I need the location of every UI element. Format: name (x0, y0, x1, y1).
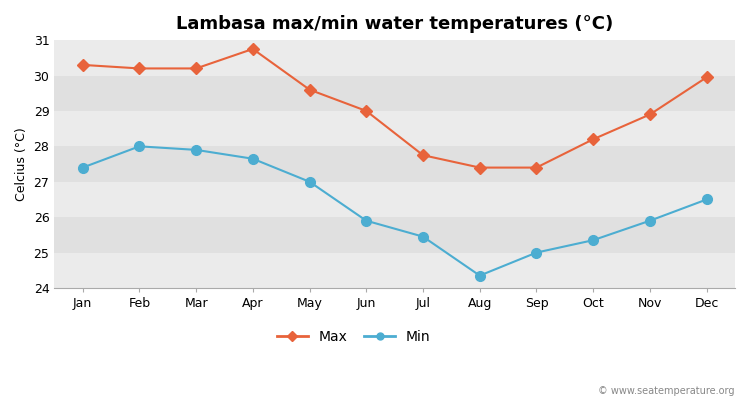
Min (476, 273, 484, 278)
Bar (54, 76, 735, 111)
Min (702, 197, 711, 202)
Bar (54, 40, 735, 76)
Max (135, 66, 144, 71)
Text: © www.seatemperature.org: © www.seatemperature.org (598, 386, 735, 396)
Max (191, 66, 200, 71)
Min (135, 144, 144, 149)
Max (589, 137, 598, 142)
Max (476, 165, 484, 170)
Max (305, 87, 314, 92)
Bar (54, 182, 735, 217)
Line: Max: Max (79, 45, 711, 172)
Min (589, 238, 598, 242)
Min (646, 218, 655, 223)
Title: Lambasa max/min water temperatures (°C): Lambasa max/min water temperatures (°C) (176, 15, 614, 33)
Min (532, 250, 541, 255)
Min (305, 179, 314, 184)
Min (419, 234, 428, 239)
Bar (54, 252, 735, 288)
Min (191, 148, 200, 152)
Max (702, 75, 711, 80)
Line: Min: Min (78, 142, 712, 280)
Bar (54, 111, 735, 146)
Bar (54, 146, 735, 182)
Max (78, 62, 87, 67)
Max (532, 165, 541, 170)
Y-axis label: Celcius (°C): Celcius (°C) (15, 127, 28, 201)
Bar (54, 217, 735, 252)
Max (248, 46, 257, 51)
Max (646, 112, 655, 117)
Max (362, 108, 370, 113)
Min (362, 218, 370, 223)
Max (419, 153, 428, 158)
Legend: Max, Min: Max, Min (272, 325, 436, 350)
Min (78, 165, 87, 170)
Min (248, 156, 257, 161)
